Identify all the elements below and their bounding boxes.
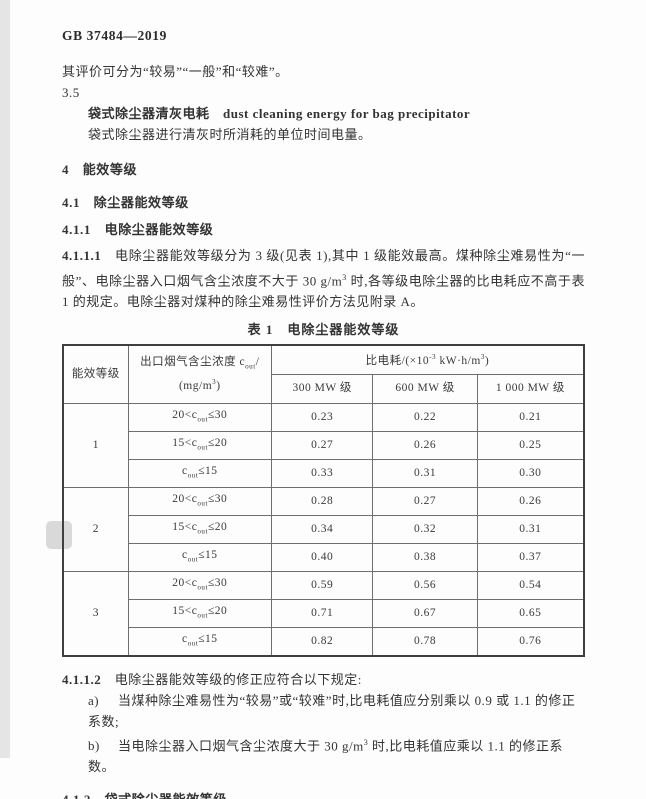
value-cell: 0.32: [372, 514, 478, 544]
concentration-range-cell: 15<cout≤20: [127, 430, 272, 460]
carryover-paragraph: 其评价可分为“较易”“一般”和“较难”。: [62, 64, 289, 79]
value-cell: 0.76: [476, 626, 585, 657]
value-cell: 0.34: [270, 514, 374, 544]
table-row: 2 20<cout≤30 0.28 0.27 0.26: [62, 486, 585, 572]
value-cell: 0.28: [270, 486, 374, 516]
value-cell: 0.33: [270, 458, 374, 488]
table-row: cout≤15 0.82 0.78 0.76: [63, 626, 585, 657]
scan-edge-shadow: [0, 0, 10, 758]
value-cell: 0.25: [476, 430, 585, 460]
value-cell: 0.38: [372, 542, 478, 572]
term-en: dust cleaning energy for bag precipitato…: [223, 106, 471, 121]
value-cell: 0.65: [476, 598, 585, 628]
paragraph-4-1-1-2: 4.1.1.2 电除尘器能效等级的修正应符合以下规定:: [62, 671, 362, 687]
page-content: GB 37484—2019 其评价可分为“较易”“一般”和“较难”。 3.5 袋…: [62, 28, 585, 799]
table-row: cout≤15 0.33 0.31 0.30: [63, 458, 585, 488]
value-cell: 0.40: [270, 542, 374, 572]
value-cell: 0.22: [372, 402, 478, 432]
term-zh: 袋式除尘器清灰电耗: [88, 106, 210, 121]
value-cell: 0.78: [372, 626, 478, 657]
table-subheader-row: 300 MW 级 600 MW 级 1 000 MW 级: [63, 373, 585, 404]
clause-number-3-5: 3.5: [62, 85, 80, 100]
section-heading-4-1: 4.1 除尘器能效等级: [62, 195, 189, 210]
value-cell: 0.30: [476, 458, 585, 488]
value-cell: 0.26: [372, 430, 478, 460]
col-header-600mw: 600 MW 级: [372, 373, 478, 404]
value-cell: 0.27: [270, 430, 374, 460]
col-header-1000mw: 1 000 MW 级: [476, 373, 585, 404]
concentration-range-cell: 20<cout≤30: [127, 402, 272, 432]
list-label: a): [88, 692, 100, 708]
concentration-range-cell: cout≤15: [127, 458, 272, 488]
section-heading-4: 4 能效等级: [62, 162, 138, 177]
grade-cell: 1: [62, 402, 129, 488]
section-heading-4-1-1: 4.1.1 电除尘器能效等级: [62, 222, 214, 237]
col-header-grade: 能效等级: [62, 344, 129, 404]
concentration-range-cell: 15<cout≤20: [127, 514, 272, 544]
value-cell: 0.82: [270, 626, 374, 657]
col-header-specific-power: 比电耗/(×10-3 kW·h/m3): [270, 344, 585, 375]
concentration-range-cell: 20<cout≤30: [127, 570, 272, 600]
term-heading: 袋式除尘器清灰电耗 dust cleaning energy for bag p…: [62, 103, 585, 124]
concentration-range-cell: 20<cout≤30: [127, 486, 272, 516]
list-label: b): [88, 738, 100, 754]
value-cell: 0.56: [372, 570, 478, 600]
term-definition: 袋式除尘器进行清灰时所消耗的单位时间电量。: [88, 127, 372, 142]
grade-cell: 3: [62, 570, 129, 657]
value-cell: 0.26: [476, 486, 585, 516]
concentration-range-cell: 15<cout≤20: [127, 598, 272, 628]
col-header-concentration: 出口烟气含尘浓度 cout/ (mg/m3): [127, 344, 272, 404]
value-cell: 0.37: [476, 542, 585, 572]
clause-number: 4.1.1.1: [62, 248, 102, 263]
value-cell: 0.27: [372, 486, 478, 516]
table-row: 15<cout≤20 0.27 0.26 0.25: [63, 430, 585, 460]
value-cell: 0.67: [372, 598, 478, 628]
value-cell: 0.23: [270, 402, 374, 432]
col-header-300mw: 300 MW 级: [270, 373, 374, 404]
value-cell: 0.54: [476, 570, 585, 600]
value-cell: 0.71: [270, 598, 374, 628]
grade-cell: 2: [62, 486, 129, 572]
table-header-row: 能效等级 出口烟气含尘浓度 cout/ (mg/m3) 比电耗/(×10-3 k…: [62, 344, 585, 404]
value-cell: 0.59: [270, 570, 374, 600]
table-row: 3 20<cout≤30 0.59 0.56 0.54: [62, 570, 585, 657]
value-cell: 0.31: [476, 514, 585, 544]
table-row: cout≤15 0.40 0.38 0.37: [63, 542, 585, 572]
section-heading-4-1-2: 4.1.2 袋式除尘器能效等级: [62, 789, 585, 799]
table-1-energy-efficiency-grades: 能效等级 出口烟气含尘浓度 cout/ (mg/m3) 比电耗/(×10-3 k…: [62, 343, 585, 657]
table-row: 15<cout≤20 0.34 0.32 0.31: [63, 514, 585, 544]
clause-number: 4.1.1.2: [62, 671, 102, 687]
list-item-b: b) 当电除尘器入口烟气含尘浓度大于 30 g/m3 时,比电耗值应乘以 1.1 …: [62, 732, 585, 777]
concentration-range-cell: cout≤15: [127, 542, 272, 572]
table-row: 15<cout≤20 0.71 0.67 0.65: [63, 598, 585, 628]
table-row: 1 20<cout≤30 0.23 0.22 0.21: [62, 402, 585, 488]
value-cell: 0.31: [372, 458, 478, 488]
list-item-a: a) 当煤种除尘难易性为“较易”或“较难”时,比电耗值应分别乘以 0.9 或 1.…: [62, 690, 585, 732]
table-1-caption: 表 1 电除尘器能效等级: [247, 321, 400, 337]
document-number: GB 37484—2019: [62, 28, 167, 43]
concentration-range-cell: cout≤15: [127, 626, 272, 657]
paragraph-4-1-1-1: 4.1.1.1 电除尘器能效等级分为 3 级(见表 1),其中 1 级能效最高。…: [62, 248, 585, 310]
value-cell: 0.21: [476, 402, 585, 432]
